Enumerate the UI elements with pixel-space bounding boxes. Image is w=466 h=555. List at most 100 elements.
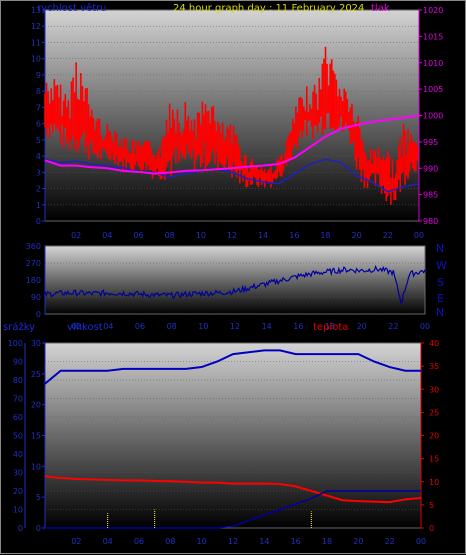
temperature-tick-label: 15 <box>429 455 439 464</box>
pressure-label: tlak <box>371 3 390 14</box>
pressure-tick-label: 1000 <box>423 112 443 121</box>
rain-tick-label: 100 <box>8 339 23 348</box>
rain-tick-label: 0 <box>18 524 23 533</box>
humidity-x-tick-label: 06 <box>134 537 144 546</box>
humidity-x-tick-label: 12 <box>228 537 238 546</box>
wind-x-tick-label: 14 <box>258 231 268 240</box>
temperature-label: teplota <box>313 322 349 333</box>
direction-s: S <box>437 276 444 289</box>
direction-tick-label: 0 <box>36 310 41 319</box>
direction-x-tick-label: 02 <box>72 322 82 331</box>
temperature-tick-label: 10 <box>429 478 439 487</box>
pressure-tick-label: 1015 <box>423 32 443 41</box>
humidity-tick-label: 15 <box>31 432 41 441</box>
wind-tick-label: 5 <box>36 136 41 145</box>
direction-x-tick-label: 12 <box>230 322 240 331</box>
humidity-x-tick-label: 14 <box>259 537 269 546</box>
rain-tick-label: 80 <box>13 376 23 385</box>
direction-x-tick-label: 20 <box>357 322 367 331</box>
wind-x-tick-label: 04 <box>102 231 112 240</box>
wind-x-tick-label: 22 <box>383 231 393 240</box>
humidity-tick-label: 0 <box>36 524 41 533</box>
humidity-tick-label: 10 <box>31 462 41 471</box>
direction-n-bottom: N <box>436 306 445 319</box>
wind-tick-label: 6 <box>36 120 41 129</box>
humidity-x-tick-label: 16 <box>291 537 301 546</box>
direction-x-tick-label: 08 <box>167 322 177 331</box>
chart-title: 24 hour graph day : 11 February 2024 <box>173 3 365 14</box>
wind-x-tick-label: 16 <box>289 231 299 240</box>
wind-speed-label: rychlost větru <box>37 3 107 14</box>
humidity-x-tick-label: 04 <box>103 537 113 546</box>
wind-tick-label: 2 <box>36 185 41 194</box>
direction-x-tick-label: 10 <box>198 322 208 331</box>
pressure-tick-label: 990 <box>423 164 438 173</box>
humidity-x-tick-label: 00 <box>416 537 426 546</box>
wind-tick-label: 8 <box>36 87 41 96</box>
wind-tick-label: 13 <box>31 6 41 15</box>
pressure-tick-label: 995 <box>423 138 438 147</box>
direction-tick-label: 360 <box>26 242 41 251</box>
wind-x-tick-label: 02 <box>71 231 81 240</box>
pressure-line <box>44 114 420 175</box>
rain-tick-label: 10 <box>13 506 23 515</box>
temperature-tick-label: 25 <box>429 408 439 417</box>
rain-tick-label: 90 <box>13 358 23 367</box>
direction-tick-label: 180 <box>26 276 41 285</box>
rain-tick-label: 50 <box>13 432 23 441</box>
humidity-tick-label: 25 <box>31 370 41 379</box>
direction-line <box>44 264 426 305</box>
wind-tick-label: 9 <box>36 71 41 80</box>
wind-tick-label: 0 <box>36 217 41 226</box>
wind-x-tick-label: 12 <box>227 231 237 240</box>
humidity-x-tick-label: 10 <box>197 537 207 546</box>
temperature-tick-label: 20 <box>429 432 439 441</box>
wind-panel-background <box>45 10 419 221</box>
humidity-line <box>44 349 421 385</box>
pressure-tick-label: 1005 <box>423 85 443 94</box>
humidity-tick-label: 20 <box>31 401 41 410</box>
direction-x-tick-label: 00 <box>420 322 430 331</box>
wind-x-tick-label: 20 <box>352 231 362 240</box>
humidity-panel-background <box>45 343 421 528</box>
temperature-tick-label: 5 <box>429 501 434 510</box>
wind-tick-label: 4 <box>36 152 41 161</box>
direction-n-top: N <box>436 242 445 255</box>
direction-x-tick-label: 14 <box>262 322 272 331</box>
temperature-tick-label: 0 <box>429 524 434 533</box>
pressure-tick-label: 980 <box>423 217 438 226</box>
direction-x-tick-label: 16 <box>293 322 303 331</box>
direction-tick-label: 90 <box>31 293 41 302</box>
rain-tick-label: 30 <box>13 469 23 478</box>
humidity-label: vlhkost <box>67 322 103 333</box>
temperature-tick-label: 35 <box>429 362 439 371</box>
wind-tick-label: 11 <box>31 38 41 47</box>
temperature-line <box>44 475 422 504</box>
wind-x-tick-label: 00 <box>414 231 424 240</box>
direction-x-tick-label: 18 <box>325 322 335 331</box>
direction-e: E <box>437 292 444 305</box>
pressure-tick-label: 1020 <box>423 6 443 15</box>
wind-x-tick-label: 18 <box>320 231 330 240</box>
direction-x-tick-label: 04 <box>103 322 113 331</box>
rain-tick-label: 70 <box>13 395 23 404</box>
rain-tick-label: 60 <box>13 413 23 422</box>
wind-average-line <box>44 158 420 193</box>
wind-x-tick-label: 08 <box>165 231 175 240</box>
rain-label: srážky <box>3 322 36 333</box>
direction-x-tick-label: 06 <box>135 322 145 331</box>
humidity-tick-label: 5 <box>36 493 41 502</box>
wind-tick-label: 1 <box>36 201 41 210</box>
wind-tick-label: 12 <box>31 22 41 31</box>
pressure-tick-label: 1010 <box>423 59 443 68</box>
direction-w: W <box>436 259 447 272</box>
wind-x-tick-label: 10 <box>196 231 206 240</box>
humidity-x-tick-label: 08 <box>165 537 175 546</box>
wind-tick-label: 10 <box>31 55 41 64</box>
wind-tick-label: 3 <box>36 168 41 177</box>
temperature-tick-label: 40 <box>429 339 439 348</box>
wind-tick-label: 7 <box>36 103 41 112</box>
pressure-tick-label: 985 <box>423 191 438 200</box>
